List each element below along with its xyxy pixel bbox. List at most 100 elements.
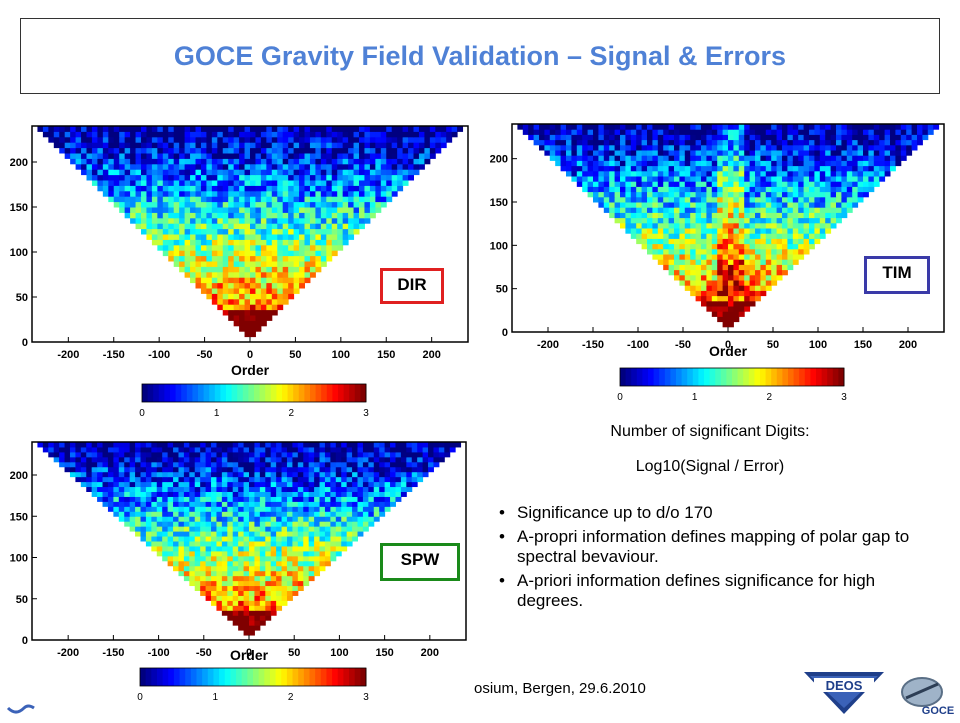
heatmap-cell [233,174,240,181]
heatmap-cell [190,136,196,143]
heatmap-cell [271,142,278,149]
heatmap-cell [243,536,250,542]
heatmap-cell [200,526,207,532]
heatmap-cell [352,446,358,453]
heatmap-cell [413,136,420,143]
heatmap-cell [129,516,136,522]
heatmap-cell [771,238,778,245]
heatmap-cell [868,170,875,177]
heatmap-cell [417,456,424,463]
x-tick-label: 200 [421,647,439,659]
heatmap-cell [205,496,212,502]
heatmap-cell [636,139,643,146]
heatmap-cell [738,228,745,234]
heatmap-cell [900,139,907,146]
heatmap-cell [129,476,136,483]
heatmap-cell [293,169,300,176]
heatmap-cell [690,144,697,151]
heatmap-cell [276,501,283,507]
heatmap-cell [331,158,338,165]
heatmap-cell [760,124,767,130]
heatmap-cell [749,259,756,265]
heatmap-cell [270,595,277,601]
heatmap-cell [422,446,429,453]
heatmap-cell [282,239,289,246]
heatmap-cell [249,446,255,453]
heatmap-cell [809,176,815,182]
heatmap-cell [244,207,251,213]
heatmap-cell [544,124,551,130]
heatmap-cell [228,126,235,132]
heatmap-cell [135,466,141,473]
heatmap-cell [663,139,670,146]
heatmap-cell [776,228,783,234]
heatmap-cell [792,191,799,198]
heatmap-cell [146,228,153,235]
heatmap-cell [390,476,396,483]
heatmap-cell [183,565,190,572]
heatmap-cell [749,165,756,172]
heatmap-cell [771,207,778,213]
heatmap-cell [135,136,142,143]
heatmap-cell [244,271,251,278]
heatmap-cell [852,139,859,146]
heatmap-cell [331,147,338,154]
heatmap-cell [814,207,821,213]
heatmap-cell [428,451,434,458]
heatmap-cell [91,163,98,170]
heatmap-cell [227,471,234,478]
heatmap-cell [760,170,767,177]
heatmap-cell [205,506,212,512]
heatmap-cell [744,274,751,281]
heatmap-cell [373,481,380,488]
heatmap-cell [825,129,832,135]
heatmap-cell [744,222,751,229]
heatmap-cell [348,185,355,192]
heatmap-cell [652,228,659,234]
heatmap-cell [395,496,402,502]
heatmap-cell [216,496,223,502]
heatmap-cell [232,595,239,601]
heatmap-cell [560,139,567,146]
heatmap-cell [566,144,572,151]
heatmap-cell [97,471,104,478]
heatmap-cell [417,442,424,448]
heatmap-cell [232,442,239,448]
heatmap-cell [341,526,348,532]
heatmap-cell [250,325,256,332]
heatmap-cell [717,139,724,146]
heatmap-cell [222,126,229,132]
heatmap-cell [852,202,859,208]
heatmap-cell [113,481,120,488]
heatmap-cell [118,491,125,497]
heatmap-cell [146,147,153,154]
heatmap-cell [402,169,409,176]
heatmap-cell [206,158,213,165]
heatmap-cell [189,496,196,502]
heatmap-cell [260,126,267,132]
heatmap-cell [227,446,234,453]
heatmap-cell [636,228,643,234]
heatmap-cell [733,228,740,234]
heatmap-cell [749,212,756,219]
heatmap-cell [277,277,284,284]
heatmap-cell [413,169,420,176]
heatmap-cell [238,521,245,527]
x-tick-label: -50 [675,339,691,351]
heatmap-cell [222,282,229,289]
heatmap-cell [620,186,626,193]
heatmap-cell [205,442,212,448]
heatmap-cell [259,442,266,448]
heatmap-cell [42,442,49,448]
heatmap-cell [706,191,713,198]
heatmap-cell [728,222,734,229]
heatmap-cell [841,212,848,219]
heatmap-cell [765,165,772,172]
heatmap-cell [846,139,853,146]
heatmap-cell [259,501,266,507]
heatmap-cell [145,476,152,483]
heatmap-cell [446,126,453,132]
heatmap-cell [178,541,185,547]
heatmap-cell [200,461,207,468]
heatmap-cell [863,129,869,135]
